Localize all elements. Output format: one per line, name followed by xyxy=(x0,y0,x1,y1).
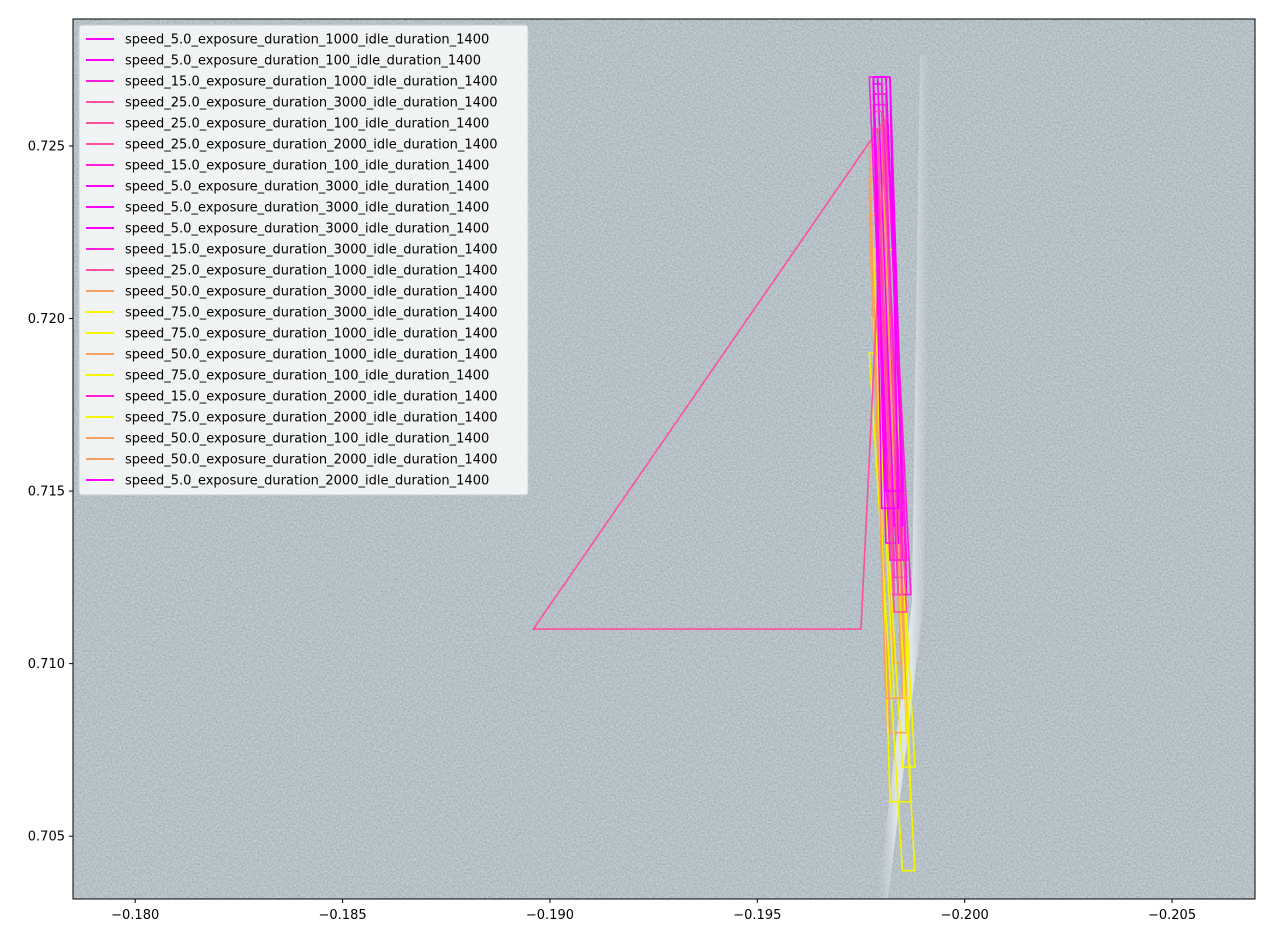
legend-label: speed_5.0_exposure_duration_2000_idle_du… xyxy=(125,474,489,489)
legend-label: speed_75.0_exposure_duration_2000_idle_d… xyxy=(125,411,498,426)
legend-label: speed_15.0_exposure_duration_100_idle_du… xyxy=(125,159,489,174)
legend-label: speed_25.0_exposure_duration_1000_idle_d… xyxy=(125,264,498,279)
x-tick-label: −0.195 xyxy=(733,908,781,923)
legend-label: speed_50.0_exposure_duration_2000_idle_d… xyxy=(125,453,498,468)
x-tick-label: −0.200 xyxy=(941,908,989,923)
legend-label: speed_50.0_exposure_duration_3000_idle_d… xyxy=(125,285,498,300)
legend-label: speed_75.0_exposure_duration_3000_idle_d… xyxy=(125,306,498,321)
y-tick-label: 0.715 xyxy=(28,485,65,500)
legend-label: speed_75.0_exposure_duration_1000_idle_d… xyxy=(125,327,498,342)
legend-label: speed_5.0_exposure_duration_3000_idle_du… xyxy=(125,222,489,237)
road-marking-stripe xyxy=(878,55,930,899)
y-tick-label: 0.705 xyxy=(28,830,65,845)
legend-label: speed_15.0_exposure_duration_1000_idle_d… xyxy=(125,75,498,90)
series-line-6 xyxy=(531,117,887,630)
y-tick-label: 0.725 xyxy=(28,139,65,154)
legend-label: speed_5.0_exposure_duration_100_idle_dur… xyxy=(125,54,481,69)
legend-label: speed_75.0_exposure_duration_100_idle_du… xyxy=(125,369,489,384)
series-line-1 xyxy=(872,76,900,510)
x-tick-label: −0.205 xyxy=(1148,908,1196,923)
x-axis: −0.180 −0.185 −0.190 −0.195 −0.200 −0.205 xyxy=(111,899,1196,923)
legend: speed_5.0_exposure_duration_1000_idle_du… xyxy=(78,24,529,496)
series-line-4 xyxy=(872,110,904,596)
series-layer xyxy=(531,76,916,872)
legend-label: speed_5.0_exposure_duration_1000_idle_du… xyxy=(125,33,489,48)
legend-label: speed_25.0_exposure_duration_100_idle_du… xyxy=(125,117,489,132)
legend-label: speed_15.0_exposure_duration_2000_idle_d… xyxy=(125,390,498,405)
legend-box xyxy=(78,24,529,496)
legend-label: speed_5.0_exposure_duration_3000_idle_du… xyxy=(125,201,489,216)
legend-label: speed_50.0_exposure_duration_100_idle_du… xyxy=(125,432,489,447)
x-tick-label: −0.180 xyxy=(111,908,159,923)
legend-label: speed_25.0_exposure_duration_3000_idle_d… xyxy=(125,96,498,111)
y-tick-label: 0.720 xyxy=(28,312,65,327)
legend-label: speed_50.0_exposure_duration_1000_idle_d… xyxy=(125,348,498,363)
legend-label: speed_25.0_exposure_duration_2000_idle_d… xyxy=(125,138,498,153)
y-axis: 0.705 0.710 0.715 0.720 0.725 xyxy=(28,139,73,845)
x-tick-label: −0.185 xyxy=(319,908,367,923)
plot-frame xyxy=(72,18,1256,900)
y-tick-label: 0.710 xyxy=(28,657,65,672)
legend-label: speed_15.0_exposure_duration_3000_idle_d… xyxy=(125,243,498,258)
legend-label: speed_5.0_exposure_duration_3000_idle_du… xyxy=(125,180,489,195)
x-tick-label: −0.190 xyxy=(526,908,574,923)
